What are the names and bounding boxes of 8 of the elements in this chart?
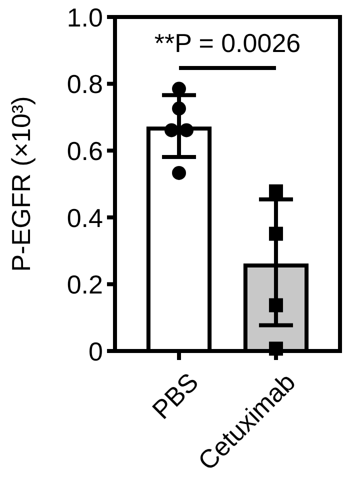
y-tick-label: 0.4 (66, 202, 103, 233)
y-tick-label: 0.2 (66, 270, 103, 300)
y-tick-label: 0 (88, 336, 103, 366)
y-axis-title: P-EGFR (×10³) (6, 96, 36, 272)
y-tick-label: 0.8 (66, 69, 103, 100)
y-tick-label: 0.6 (66, 136, 103, 166)
y-tick-label: 1.0 (66, 2, 103, 32)
annotation: **P = 0.0026 (154, 28, 301, 58)
